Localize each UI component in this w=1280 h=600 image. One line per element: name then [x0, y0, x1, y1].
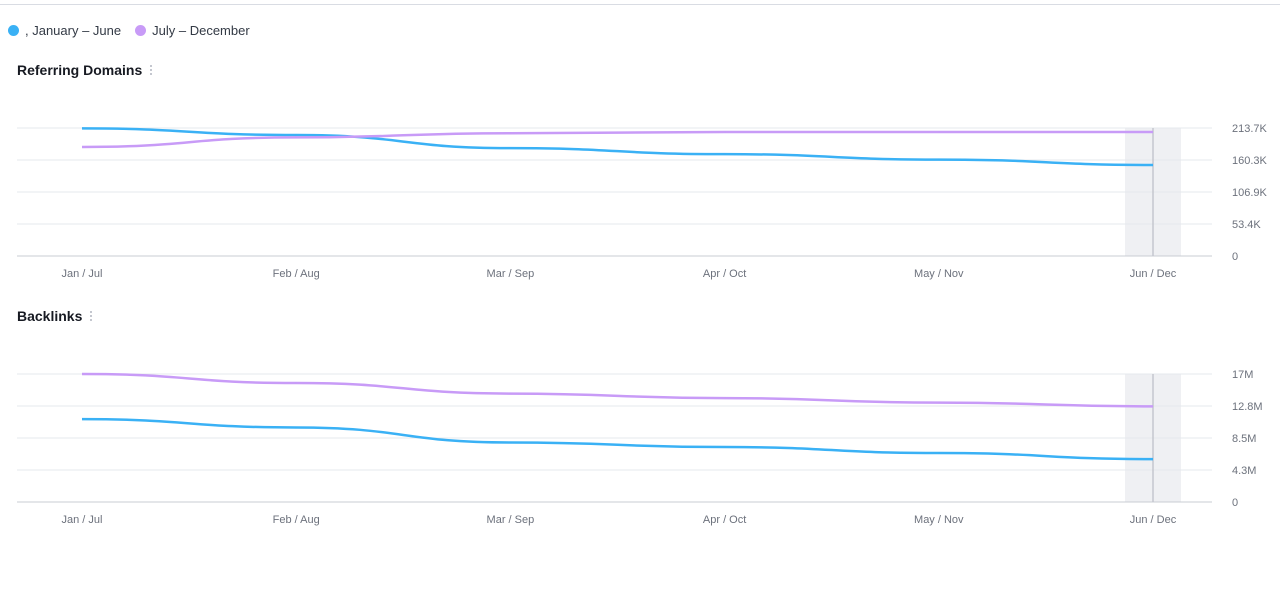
backlinks-title-text: Backlinks: [17, 308, 83, 324]
referring-domains-title: Referring Domains: [17, 62, 153, 78]
referring-domains-xtick-feb-aug: Feb / Aug: [273, 268, 320, 280]
legend: , January – June July – December: [8, 23, 264, 38]
backlinks-series-0-point-4: [938, 452, 940, 454]
legend-dot-second-half: [135, 25, 147, 36]
referring-domains-series-0-point-1: [295, 134, 297, 136]
referring-domains-xtick-jun-dec: Jun / Dec: [1130, 268, 1177, 280]
referring-domains-ytick-0: 0: [1232, 251, 1238, 263]
referring-domains-ytick-2: 106.9K: [1232, 187, 1268, 199]
legend-dot-first-half: [8, 25, 19, 36]
referring-domains-xtick-apr-oct: Apr / Oct: [703, 268, 746, 280]
referring-domains-series-0-point-3: [723, 153, 725, 155]
backlinks-series-0-point-0: [81, 418, 83, 420]
referring-domains-series-0-point-2: [509, 147, 511, 149]
referring-domains-series-0-point-5: [1152, 164, 1154, 166]
referring-domains-series-1-point-0: [81, 146, 83, 148]
backlinks-ytick-2: 8.5M: [1232, 433, 1256, 445]
backlinks-series-1-point-1: [295, 382, 297, 384]
referring-domains-xtick-jan-jul: Jan / Jul: [62, 268, 103, 280]
referring-domains-chart[interactable]: 0 53.4K 106.9K 160.3K 213.7K Jan / Jul Feb / A…: [0, 110, 1280, 290]
backlinks-series-1-point-2: [509, 392, 511, 394]
backlinks-ytick-3: 12.8M: [1232, 401, 1263, 413]
backlinks-series-1-point-4: [938, 401, 940, 403]
referring-domains-series-0-point-4: [938, 158, 940, 160]
backlinks-xtick-may-nov: May / Nov: [914, 514, 964, 526]
referring-domains-ytick-3: 160.3K: [1232, 155, 1268, 167]
referring-domains-series-0-point-0: [81, 127, 83, 129]
backlinks-series-line-0: [81, 417, 1154, 461]
backlinks-series-1-point-3: [723, 397, 725, 399]
backlinks-series-1-point-0: [81, 373, 83, 375]
legend-item-first-half[interactable]: , January – June: [8, 23, 121, 38]
referring-domains-ytick-1: 53.4K: [1232, 219, 1261, 231]
referring-domains-title-text: Referring Domains: [17, 62, 143, 78]
backlinks-info-icon[interactable]: [90, 311, 93, 321]
backlinks-series-1-point-5: [1152, 405, 1154, 407]
top-divider: [0, 4, 1280, 5]
referring-domains-info-icon[interactable]: [150, 65, 153, 75]
referring-domains-series-1-point-4: [938, 131, 940, 133]
referring-domains-series-line-0: [81, 127, 1154, 167]
legend-label-second-half: July – December: [152, 23, 250, 38]
referring-domains-series-1-point-5: [1152, 131, 1154, 133]
backlinks-series-line-1: [81, 372, 1154, 408]
backlinks-ytick-4: 17M: [1232, 369, 1253, 381]
backlinks-ytick-0: 0: [1232, 497, 1238, 509]
legend-item-second-half[interactable]: July – December: [135, 23, 250, 38]
referring-domains-series-line-1: [81, 130, 1153, 149]
backlinks-series-0-point-1: [295, 426, 297, 428]
backlinks-xtick-mar-sep: Mar / Sep: [487, 514, 535, 526]
backlinks-xtick-apr-oct: Apr / Oct: [703, 514, 746, 526]
backlinks-series-0-point-3: [723, 446, 725, 448]
backlinks-chart[interactable]: 0 4.3M 8.5M 12.8M 17M Jan / Jul Feb / Aug Mar /…: [0, 356, 1280, 536]
backlinks-xtick-jun-dec: Jun / Dec: [1130, 514, 1177, 526]
backlinks-ytick-1: 4.3M: [1232, 465, 1256, 477]
backlinks-xtick-feb-aug: Feb / Aug: [273, 514, 320, 526]
referring-domains-series-1-point-2: [509, 132, 511, 134]
referring-domains-xtick-may-nov: May / Nov: [914, 268, 964, 280]
referring-domains-series-1-point-1: [295, 136, 297, 138]
legend-label-first-half: , January – June: [25, 23, 122, 38]
backlinks-xtick-jan-jul: Jan / Jul: [62, 514, 103, 526]
referring-domains-series-1-point-3: [723, 131, 725, 133]
backlinks-series-0-point-2: [509, 441, 511, 443]
referring-domains-ytick-4: 213.7K: [1232, 123, 1268, 135]
backlinks-series-0-point-5: [1152, 458, 1154, 460]
referring-domains-xtick-mar-sep: Mar / Sep: [487, 268, 535, 280]
backlinks-title: Backlinks: [17, 308, 93, 324]
